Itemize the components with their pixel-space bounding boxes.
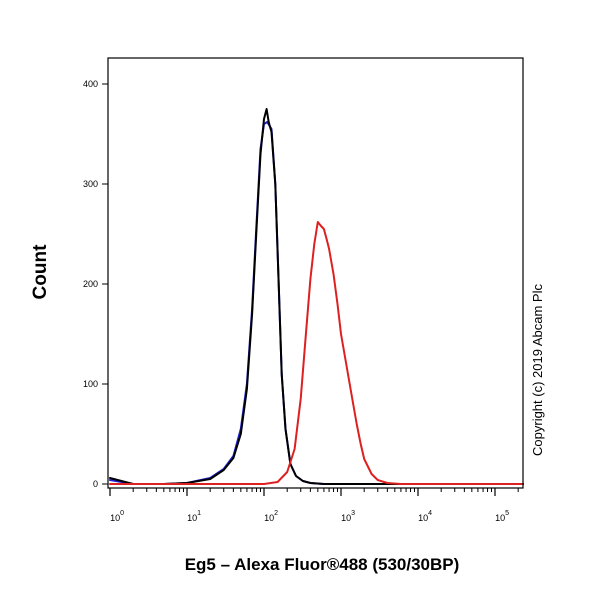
copyright-annotation: Copyright (c) 2019 Abcam Plc bbox=[530, 284, 545, 456]
series-layer bbox=[109, 108, 524, 485]
series-line-3 bbox=[109, 221, 524, 485]
y-tick-label-400: 400 bbox=[83, 79, 98, 89]
x-tick-label-5: 105 bbox=[495, 510, 509, 523]
x-axis-title: Eg5 – Alexa Fluor®488 (530/30BP) bbox=[185, 555, 460, 574]
y-tick-label-0: 0 bbox=[93, 479, 98, 489]
y-tick-label-300: 300 bbox=[83, 179, 98, 189]
x-tick-label-4: 104 bbox=[418, 510, 432, 523]
x-tick-label-1: 101 bbox=[187, 510, 201, 523]
x-tick-label-3: 103 bbox=[341, 510, 355, 523]
series-line-2 bbox=[109, 108, 524, 485]
plot-frame bbox=[107, 57, 524, 489]
y-tick-label-200: 200 bbox=[83, 279, 98, 289]
x-tick-label-2: 102 bbox=[264, 510, 278, 523]
y-tick-label-100: 100 bbox=[83, 379, 98, 389]
y-axis-title: Count bbox=[30, 244, 51, 300]
x-tick-label-0: 100 bbox=[110, 510, 124, 523]
axis-layer: 0 100 200 300 400 100 101 102 103 104 105 bbox=[83, 79, 519, 523]
